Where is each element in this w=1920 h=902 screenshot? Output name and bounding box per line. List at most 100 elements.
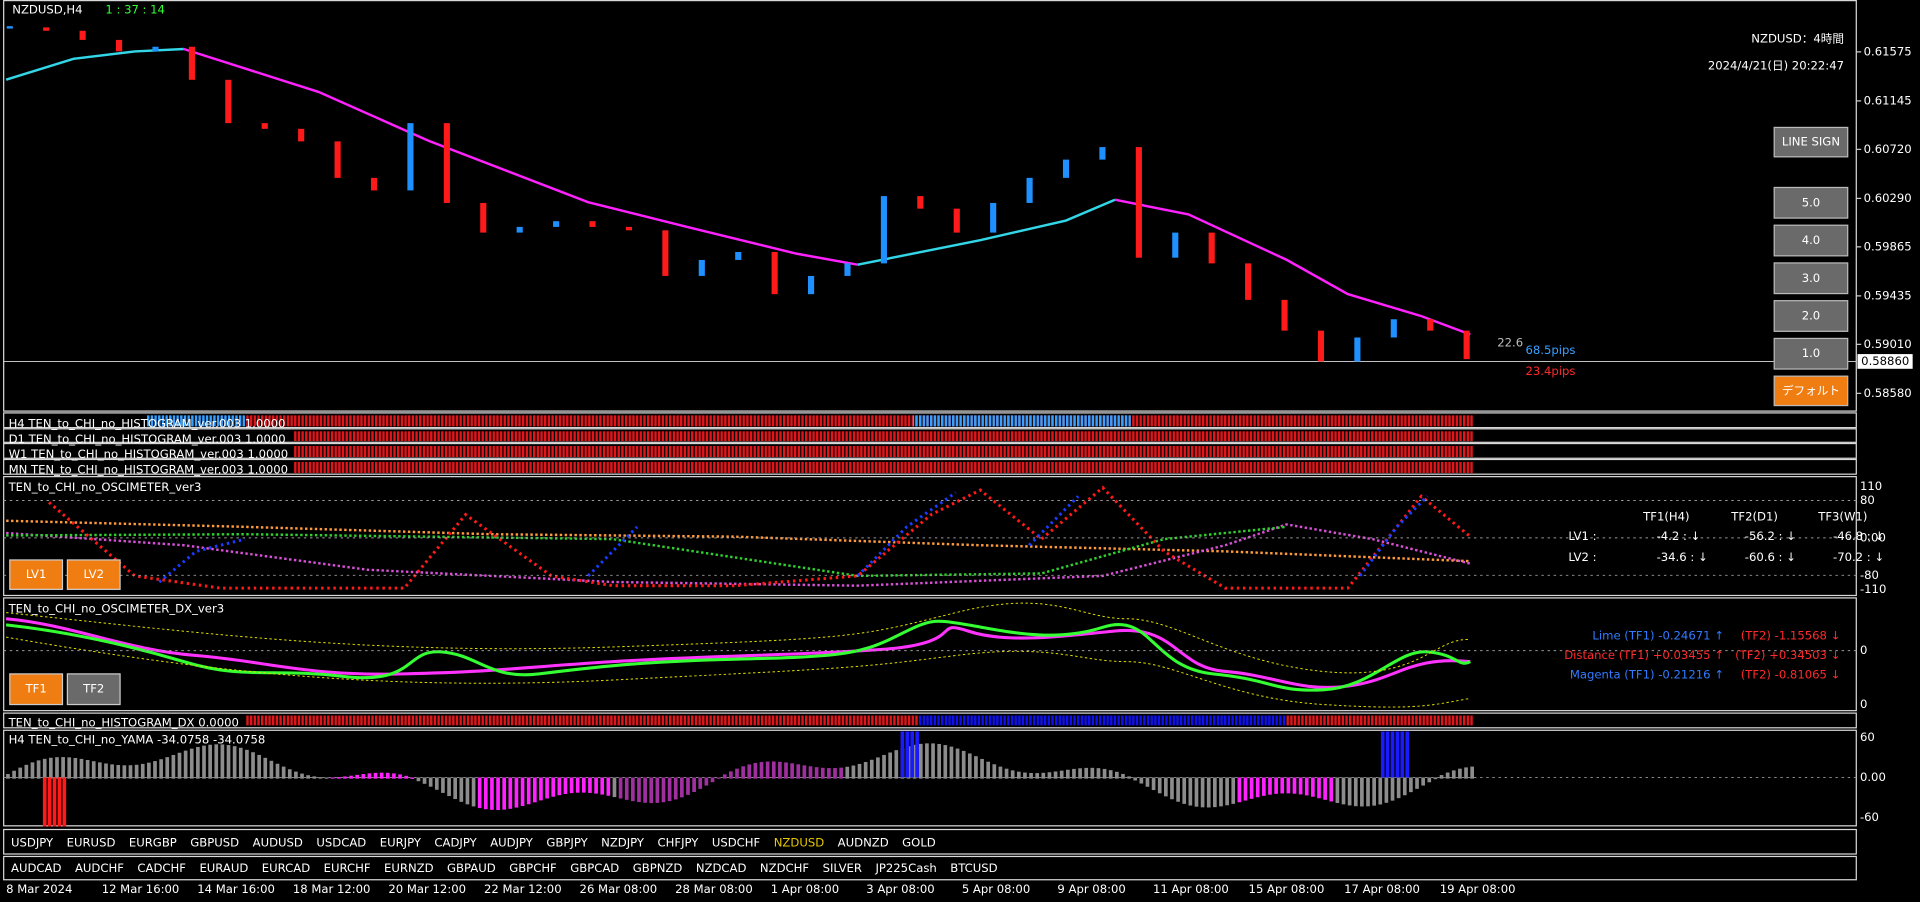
- symbol-button[interactable]: NZDCHF: [760, 861, 809, 875]
- symbol-button[interactable]: NZDJPY: [601, 835, 645, 849]
- y-tick-label: 60: [1860, 730, 1875, 744]
- side-button[interactable]: [1773, 186, 1849, 219]
- readout: Lime (TF1) -0.24671 ↑: [1592, 628, 1724, 642]
- table-header: TF1(H4): [1642, 510, 1689, 524]
- symbol-button[interactable]: GBPCAD: [570, 861, 619, 875]
- yama-bar: [802, 765, 807, 779]
- symbol-button[interactable]: JP225Cash: [874, 861, 936, 875]
- yama-bar: [85, 760, 90, 779]
- symbol-button[interactable]: EURGBP: [129, 835, 177, 849]
- yama-bar: [925, 743, 929, 779]
- yama-bar: [722, 774, 727, 779]
- yama-bar: [882, 754, 886, 779]
- x-tick-label: 8 Mar 2024: [6, 882, 72, 896]
- symbol-button[interactable]: BTCUSD: [950, 861, 997, 875]
- candle: [261, 123, 268, 129]
- symbol-button[interactable]: AUDCAD: [11, 861, 61, 875]
- side-button[interactable]: [1773, 262, 1849, 295]
- yama-bar: [624, 777, 629, 800]
- toggle-button[interactable]: [66, 673, 121, 706]
- candle: [1099, 147, 1106, 160]
- yama-bar: [128, 765, 133, 779]
- yama-bar: [1249, 777, 1254, 799]
- panel-title: TEN_to_CHI_no_OSCIMETER_DX_ver3: [8, 601, 225, 615]
- x-tick-label: 17 Apr 08:00: [1344, 882, 1420, 896]
- side-button[interactable]: [1773, 337, 1849, 370]
- symbol-button[interactable]: GBPCHF: [509, 861, 557, 875]
- yama-bar: [1041, 772, 1046, 779]
- symbol-bar: [3, 828, 1857, 855]
- pips-upper: 68.5pips: [1525, 343, 1575, 357]
- yama-bar: [594, 777, 598, 794]
- symbol-button[interactable]: AUDCHF: [75, 861, 124, 875]
- yama-bar: [1378, 777, 1383, 805]
- symbol-button[interactable]: AUDNZD: [838, 835, 889, 849]
- yama-bar: [1335, 777, 1340, 804]
- symbol-button[interactable]: NZDCAD: [696, 861, 747, 875]
- x-tick-label: 28 Mar 08:00: [675, 882, 753, 896]
- symbol-button[interactable]: NZDUSD: [774, 835, 824, 849]
- side-button[interactable]: [1773, 300, 1849, 332]
- candle: [1354, 337, 1361, 362]
- toggle-button[interactable]: [66, 559, 121, 590]
- symbol-button[interactable]: EURUSD: [67, 835, 116, 849]
- symbol-button[interactable]: EURJPY: [380, 835, 422, 849]
- yama-bar: [845, 766, 850, 779]
- yama-bar: [937, 743, 942, 779]
- yama-bar: [600, 777, 605, 795]
- symbol-button[interactable]: GOLD: [902, 835, 936, 849]
- yama-bar: [238, 747, 243, 779]
- symbol-button[interactable]: CHFJPY: [658, 835, 700, 849]
- y-tick-label: 0.59010: [1864, 337, 1912, 351]
- yama-bar: [330, 777, 335, 779]
- symbol-button[interactable]: GBPJPY: [546, 835, 588, 849]
- side-button[interactable]: [1773, 224, 1849, 257]
- symbol-button[interactable]: AUDJPY: [490, 835, 534, 849]
- symbol-button[interactable]: EURCHF: [324, 861, 371, 875]
- panel-title: TEN_to_CHI_no_OSCIMETER_ver3: [8, 480, 202, 494]
- yama-bar: [1255, 777, 1260, 798]
- yama-bar: [349, 775, 353, 779]
- yama-bar: [1127, 776, 1131, 779]
- symbol-button[interactable]: USDCHF: [712, 835, 761, 849]
- symbol-button[interactable]: EURAUD: [199, 861, 248, 875]
- yama-bar: [771, 761, 776, 779]
- y-tick-label: -80: [1860, 568, 1879, 582]
- yama-bar: [196, 746, 200, 779]
- hist-strip: [1286, 715, 1474, 726]
- yama-bar: [55, 757, 59, 779]
- symbol-button[interactable]: GBPAUD: [447, 861, 496, 875]
- side-button[interactable]: [1773, 126, 1849, 158]
- candle: [480, 202, 487, 233]
- yama-bar: [343, 776, 347, 779]
- yama-bar: [729, 771, 733, 779]
- yama-bar: [1262, 777, 1266, 796]
- yama-bar: [416, 777, 421, 782]
- candle: [116, 39, 123, 52]
- symbol-button[interactable]: CADJPY: [434, 835, 477, 849]
- symbol-button[interactable]: AUDUSD: [253, 835, 303, 849]
- x-tick-label: 19 Apr 08:00: [1440, 882, 1516, 896]
- symbol-button[interactable]: EURCAD: [262, 861, 310, 875]
- yama-bar: [753, 762, 758, 779]
- y-tick-label: 0.59865: [1864, 239, 1912, 253]
- yama-bar: [1206, 777, 1211, 808]
- symbol-button[interactable]: SILVER: [823, 861, 862, 875]
- table-cell: LV2 :: [1568, 550, 1596, 564]
- side-button-label: デフォルト: [1782, 383, 1840, 397]
- symbol-button[interactable]: USDJPY: [11, 835, 54, 849]
- symbol-button[interactable]: EURNZD: [384, 861, 434, 875]
- yama-bar: [833, 768, 837, 779]
- symbol-button[interactable]: GBPNZD: [633, 861, 683, 875]
- toggle-button[interactable]: [9, 673, 64, 706]
- yama-bar: [263, 757, 268, 779]
- yama-bar: [588, 777, 592, 793]
- toggle-button[interactable]: [9, 559, 64, 590]
- yama-bar: [1096, 768, 1101, 779]
- symbol-button[interactable]: USDCAD: [316, 835, 366, 849]
- symbol-button[interactable]: GBPUSD: [190, 835, 239, 849]
- side-button[interactable]: [1773, 375, 1849, 407]
- symbol-button[interactable]: CADCHF: [137, 861, 186, 875]
- yama-bar: [1439, 775, 1444, 779]
